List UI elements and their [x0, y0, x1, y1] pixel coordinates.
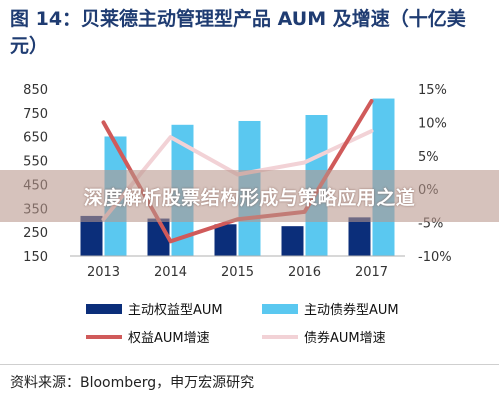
y-right-tick-label: 10%: [418, 116, 447, 131]
bar-equity-aum: [80, 215, 103, 256]
x-tick-label: 2014: [154, 265, 187, 280]
bar-equity-aum: [281, 226, 304, 256]
bar-equity-aum: [214, 224, 237, 256]
source-divider: [0, 364, 499, 365]
x-tick-label: 2016: [288, 265, 321, 280]
legend-label: 主动权益型AUM: [128, 302, 223, 318]
y-left-tick-label: 750: [23, 107, 48, 122]
x-tick-label: 2015: [221, 265, 254, 280]
legend-label: 权益AUM增速: [128, 330, 210, 346]
watermark-banner: 深度解析股票结构形成与策略应用之道: [0, 170, 499, 222]
y-left-tick-label: 250: [23, 226, 48, 241]
legend-label: 主动债券型AUM: [304, 302, 399, 318]
banner-text: 深度解析股票结构形成与策略应用之道: [83, 186, 416, 209]
bar-equity-aum: [348, 217, 371, 256]
x-tick-label: 2013: [87, 265, 120, 280]
y-right-tick-label: 15%: [418, 83, 447, 98]
y-left-tick-label: 650: [23, 131, 48, 146]
legend-swatch-bond-aum: [262, 304, 298, 314]
y-right-tick-label: -10%: [418, 250, 452, 265]
legend-label: 债券AUM增速: [304, 330, 386, 346]
chart-title: 图 14：贝莱德主动管理型产品 AUM 及增速（十亿美元）: [10, 8, 466, 57]
y-left-tick-label: 150: [23, 250, 48, 265]
legend-swatch-equity-aum: [86, 304, 122, 314]
y-left-tick-label: 850: [23, 83, 48, 98]
x-tick-label: 2017: [355, 265, 388, 280]
y-left-tick-label: 550: [23, 155, 48, 170]
y-right-tick-label: 5%: [418, 150, 439, 165]
source-note: 资料来源：Bloomberg，申万宏源研究: [10, 375, 255, 391]
